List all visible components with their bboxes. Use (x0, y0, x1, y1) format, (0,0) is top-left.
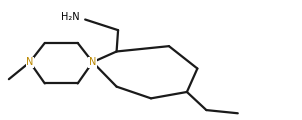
Text: N: N (89, 57, 96, 67)
Text: N: N (26, 57, 34, 67)
Text: H₂N: H₂N (61, 12, 79, 22)
